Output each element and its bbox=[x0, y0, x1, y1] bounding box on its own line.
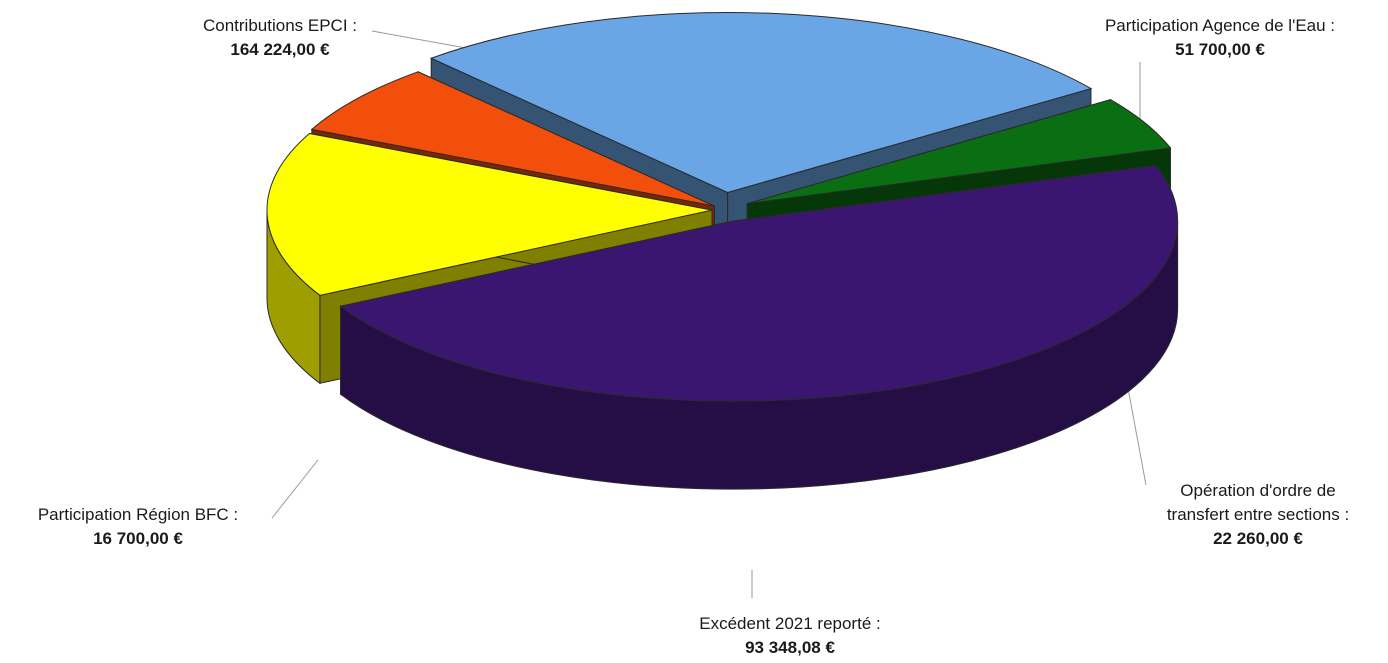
slice-value: 22 260,00 € bbox=[1213, 529, 1303, 548]
slice-value: 93 348,08 € bbox=[745, 638, 835, 657]
slice-top-face bbox=[747, 99, 1172, 205]
label-operation-ordre: Opération d'ordre de transfert entre sec… bbox=[1138, 479, 1378, 551]
label-participation-agence-eau: Participation Agence de l'Eau : 51 700,0… bbox=[1060, 14, 1380, 62]
slice-name: Participation Région BFC : bbox=[37, 505, 239, 524]
label-participation-region-bfc: Participation Région BFC : 16 700,00 € bbox=[4, 503, 272, 551]
slice-value: 51 700,00 € bbox=[1175, 40, 1265, 59]
slice-name: Excédent 2021 reporté : bbox=[699, 614, 881, 633]
slice-name: Contributions EPCI : bbox=[202, 16, 357, 35]
slice-name-line-2: transfert entre sections : bbox=[1166, 505, 1350, 524]
label-excedent-2021: Excédent 2021 reporté : 93 348,08 € bbox=[660, 612, 920, 660]
slice-value: 164 224,00 € bbox=[230, 40, 330, 59]
slice-name-line-1: Opération d'ordre de bbox=[1180, 481, 1336, 500]
slice-top-face bbox=[429, 12, 1093, 194]
label-contributions-epci: Contributions EPCI : 164 224,00 € bbox=[160, 14, 400, 62]
slice-top-face bbox=[339, 164, 1179, 402]
slice-top-face bbox=[266, 132, 713, 296]
pie-slice-contributions-epci bbox=[339, 164, 1179, 490]
slice-name: Participation Agence de l'Eau : bbox=[1104, 16, 1336, 35]
pie-slices bbox=[266, 12, 1179, 490]
slice-top-face bbox=[310, 71, 715, 207]
leader-line-participation-region-bfc bbox=[271, 459, 319, 519]
slice-value: 16 700,00 € bbox=[93, 529, 183, 548]
